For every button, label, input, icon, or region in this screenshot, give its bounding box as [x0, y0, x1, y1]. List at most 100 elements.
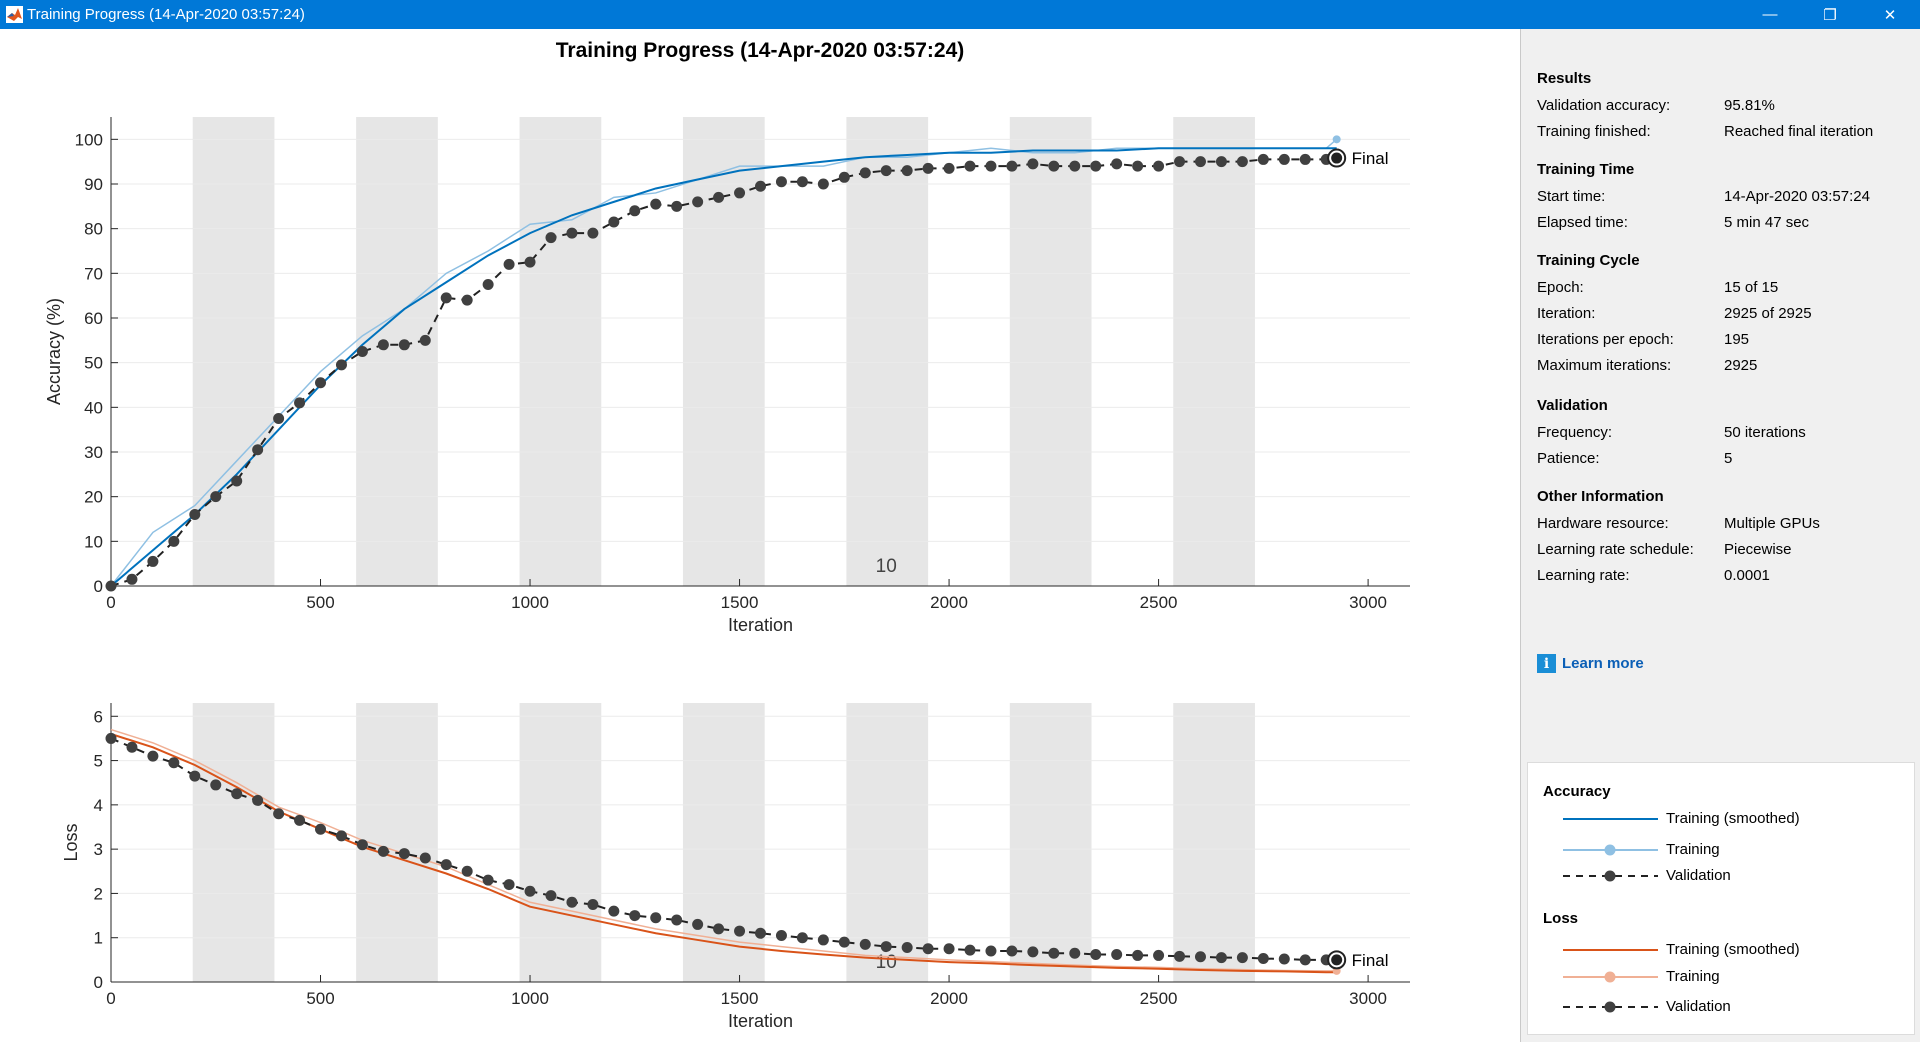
loss-y-tick-label: 3 — [94, 840, 103, 859]
info-label: Hardware resource: — [1537, 515, 1669, 532]
loss-x-tick-label: 500 — [306, 989, 334, 1008]
loss-x-axis-label: Iteration — [728, 1011, 793, 1031]
learning-rate-schedule-value: Piecewise — [1724, 541, 1792, 558]
accuracy-epoch-band — [1173, 117, 1255, 586]
loss-epoch-band — [192, 703, 275, 982]
loss-validation-point — [1111, 949, 1123, 961]
other-information-title: Other Information — [1537, 488, 1664, 505]
accuracy-validation-point — [503, 258, 515, 270]
loss-validation-point — [168, 757, 180, 769]
learn-more-label: Learn more — [1562, 655, 1644, 672]
accuracy-x-tick-label: 1000 — [511, 593, 549, 612]
accuracy-x-tick-label: 500 — [306, 593, 334, 612]
close-button[interactable]: ✕ — [1860, 0, 1920, 29]
loss-validation-point — [335, 830, 347, 842]
loss-validation-point — [943, 943, 955, 955]
training-finished-value: Reached final iteration — [1724, 123, 1874, 140]
loss-validation-point — [252, 794, 264, 806]
loss-validation-point — [1236, 952, 1248, 964]
loss-validation-point — [1006, 945, 1018, 957]
info-label: Epoch: — [1537, 279, 1584, 296]
accuracy-validation-point — [210, 491, 222, 503]
plot-area: Training Progress (14-Apr-2020 03:57:24)… — [0, 29, 1520, 1042]
loss-validation-point — [1069, 947, 1081, 959]
accuracy-validation-point — [566, 227, 578, 239]
legend-loss-validation: Validation — [1563, 996, 1903, 1018]
accuracy-validation-point — [189, 509, 201, 521]
info-label: Learning rate: — [1537, 567, 1630, 584]
accuracy-validation-point — [1278, 153, 1290, 165]
accuracy-validation-point — [294, 397, 306, 409]
accuracy-validation-point — [587, 227, 599, 239]
loss-validation-point — [461, 865, 473, 877]
accuracy-validation-point — [1111, 158, 1123, 170]
loss-y-tick-label: 6 — [94, 707, 103, 726]
loss-epoch-label: 10 — [876, 952, 897, 973]
loss-validation-point — [1278, 953, 1290, 965]
accuracy-chart: 0 500 1000 1500 2000 2500 3000 0 10 20 30 40 50 60 70 8… — [44, 117, 1410, 635]
minimize-icon: — — [1762, 6, 1778, 23]
loss-validation-point — [294, 814, 306, 826]
loss-validation-point — [629, 910, 641, 922]
loss-validation-point — [817, 934, 829, 946]
legend-swatch-line-icon — [1563, 818, 1658, 820]
matlab-logo-icon — [6, 6, 23, 23]
accuracy-epoch-band — [356, 117, 438, 586]
validation-title: Validation — [1537, 397, 1608, 414]
accuracy-validation-point — [964, 160, 976, 172]
accuracy-x-tick-label: 3000 — [1349, 593, 1387, 612]
accuracy-validation-point — [838, 171, 850, 183]
learn-more-link[interactable]: i Learn more — [1537, 654, 1644, 673]
legend-loss-training-smoothed: Training (smoothed) — [1563, 939, 1903, 961]
accuracy-y-tick-label: 0 — [94, 577, 103, 596]
loss-validation-point — [734, 925, 746, 937]
iteration-value: 2925 of 2925 — [1724, 305, 1812, 322]
accuracy-validation-point — [482, 279, 494, 290]
info-label: Frequency: — [1537, 424, 1613, 441]
accuracy-epoch-band — [846, 117, 929, 586]
loss-validation-point — [964, 944, 976, 956]
info-icon: i — [1537, 654, 1556, 673]
loss-validation-point — [566, 896, 578, 908]
loss-validation-point — [231, 788, 243, 800]
accuracy-validation-point — [419, 334, 431, 346]
accuracy-validation-point — [545, 232, 557, 244]
info-label: Validation accuracy: — [1537, 97, 1671, 114]
accuracy-validation-point — [126, 573, 138, 585]
training-cycle-title: Training Cycle — [1537, 252, 1640, 269]
figure-title: Training Progress (14-Apr-2020 03:57:24) — [556, 39, 965, 62]
loss-validation-point — [273, 808, 285, 820]
accuracy-validation-point — [671, 200, 683, 212]
accuracy-validation-point — [440, 292, 452, 304]
accuracy-validation-point — [356, 346, 368, 357]
accuracy-validation-point — [1194, 156, 1206, 168]
accuracy-validation-point — [1153, 160, 1165, 172]
accuracy-final-marker-inner — [1331, 152, 1343, 164]
loss-validation-point — [796, 932, 808, 944]
accuracy-validation-point — [1027, 158, 1039, 170]
minimize-button[interactable]: — — [1740, 0, 1800, 29]
accuracy-x-axis-label: Iteration — [728, 615, 793, 635]
loss-x-tick-label: 1500 — [721, 989, 759, 1008]
restore-button[interactable]: ❐ — [1800, 0, 1860, 29]
accuracy-validation-point — [377, 339, 389, 351]
loss-chart: 0 500 1000 1500 2000 2500 3000 0 1 2 3 4 5 6 Iteration… — [61, 703, 1410, 1031]
info-label: Training finished: — [1537, 123, 1651, 140]
accuracy-validation-point — [1069, 160, 1081, 172]
accuracy-epoch-band — [192, 117, 275, 586]
legend-label: Training (smoothed) — [1666, 941, 1800, 958]
legend-accuracy-training: Training — [1563, 839, 1903, 861]
accuracy-validation-point — [1215, 156, 1227, 168]
loss-validation-point — [398, 848, 410, 860]
loss-validation-point — [922, 943, 934, 955]
legend-swatch-marker-icon — [1563, 971, 1658, 983]
loss-epoch-band — [1009, 703, 1092, 982]
start-time-value: 14-Apr-2020 03:57:24 — [1724, 188, 1870, 205]
legend-swatch-line-icon — [1563, 949, 1658, 951]
training-time-title: Training Time — [1537, 161, 1635, 178]
accuracy-validation-point — [1174, 156, 1186, 168]
info-side-panel: Results Validation accuracy: 95.81% Trai… — [1520, 29, 1920, 1042]
accuracy-x-tick-label: 2000 — [930, 593, 968, 612]
accuracy-epoch-band — [519, 117, 602, 586]
loss-final-marker-inner — [1331, 954, 1343, 966]
